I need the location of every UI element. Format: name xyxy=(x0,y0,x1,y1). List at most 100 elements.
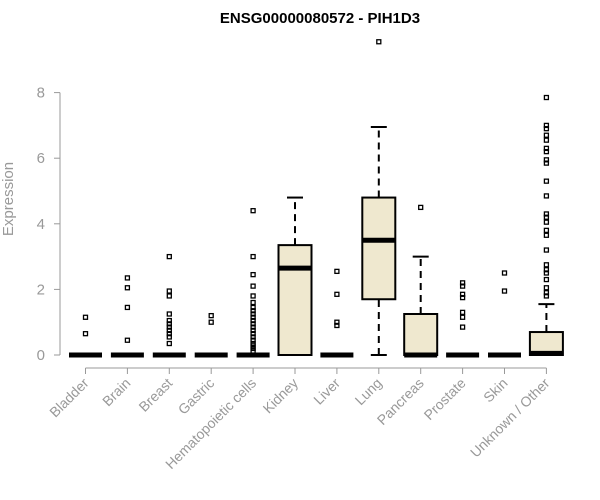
x-tick-label: Pancreas xyxy=(374,375,427,428)
iqr-box xyxy=(361,196,397,301)
outlier-point xyxy=(250,304,256,311)
outlier-point xyxy=(459,280,466,286)
outlier-point xyxy=(501,270,508,276)
chart-title: ENSG00000080572 - PIH1D3 xyxy=(220,10,420,27)
outlier-point xyxy=(543,262,550,268)
outlier-point xyxy=(166,253,172,260)
box-prostate xyxy=(446,280,480,358)
box-hematopoietic-cells xyxy=(236,208,270,358)
outlier-point xyxy=(459,324,466,330)
outlier-point xyxy=(166,324,172,330)
outlier-point xyxy=(459,283,466,289)
outlier-point xyxy=(543,178,550,184)
outlier-point xyxy=(543,276,550,283)
outlier-point xyxy=(543,290,550,296)
outlier-point xyxy=(166,331,172,337)
x-tick-label: Breast xyxy=(135,375,175,415)
outlier-point xyxy=(376,39,382,45)
outlier-point xyxy=(543,160,550,166)
outlier-point xyxy=(334,291,340,297)
outlier-point xyxy=(543,285,550,291)
box-kidney xyxy=(277,196,313,356)
outlier-point xyxy=(334,319,340,325)
outlier-point xyxy=(250,324,256,330)
outlier-point xyxy=(543,157,550,163)
x-tick-label: Prostate xyxy=(421,375,469,423)
outlier-point xyxy=(418,204,424,211)
outlier-point xyxy=(543,214,550,220)
y-axis-label: Expression xyxy=(0,162,17,236)
outlier-point xyxy=(543,122,550,129)
outlier-point xyxy=(250,327,256,334)
outlier-point xyxy=(543,267,550,273)
box-breast xyxy=(152,253,186,358)
y-tick-label: 4 xyxy=(37,216,45,233)
outlier-point xyxy=(543,293,550,299)
outlier-point xyxy=(250,311,256,317)
box-brain xyxy=(110,275,144,358)
outlier-point xyxy=(334,268,340,275)
box-lung xyxy=(361,39,397,356)
box-pancreas xyxy=(403,204,439,358)
x-tick-label: Unknown / Other xyxy=(467,375,553,461)
outlier-point xyxy=(543,94,550,101)
outlier-point xyxy=(124,304,131,311)
outlier-point xyxy=(250,253,256,260)
outlier-point xyxy=(250,321,256,327)
outlier-point xyxy=(208,312,214,319)
y-tick-label: 2 xyxy=(37,281,45,298)
outlier-point xyxy=(124,285,131,291)
outlier-point xyxy=(543,145,550,152)
outlier-point xyxy=(543,232,550,238)
x-tick-label: Brain xyxy=(99,375,133,409)
outlier-point xyxy=(459,291,466,297)
outlier-point xyxy=(82,331,89,337)
outlier-point xyxy=(250,334,256,340)
outlier-point xyxy=(166,288,172,294)
x-tick-label: Bladder xyxy=(46,375,92,421)
outlier-point xyxy=(250,283,256,289)
outlier-point xyxy=(543,247,550,253)
outlier-point xyxy=(166,311,172,317)
outlier-point xyxy=(82,314,89,320)
y-tick-label: 6 xyxy=(37,150,45,167)
outlier-point xyxy=(250,331,256,337)
outlier-point xyxy=(250,317,256,324)
x-tick-label: Liver xyxy=(310,375,343,408)
axes: 0 2 4 6 8 xyxy=(37,85,547,369)
outlier-point xyxy=(543,227,550,234)
outlier-point xyxy=(459,314,466,320)
outlier-point xyxy=(250,308,256,314)
outlier-point xyxy=(543,193,550,199)
outlier-point xyxy=(501,288,508,294)
outlier-point xyxy=(250,271,256,278)
outlier-point xyxy=(250,299,256,306)
boxes xyxy=(69,39,564,358)
outlier-point xyxy=(250,348,256,354)
box-liver xyxy=(320,268,354,358)
outlier-point xyxy=(166,340,172,347)
outlier-point xyxy=(543,211,550,217)
outlier-point xyxy=(166,327,172,334)
box-skin xyxy=(488,270,521,358)
outlier-point xyxy=(250,337,256,343)
outlier-point xyxy=(166,317,172,324)
iqr-box xyxy=(277,244,313,356)
outlier-point xyxy=(250,293,256,299)
outlier-point xyxy=(543,132,550,138)
outlier-point xyxy=(459,309,466,316)
x-tick-label: Lung xyxy=(352,375,385,408)
box-bladder xyxy=(69,314,102,358)
outlier-point xyxy=(543,148,550,155)
outlier-point xyxy=(334,322,340,329)
outlier-point xyxy=(543,270,550,276)
box-unknown-other xyxy=(528,94,564,357)
outlier-point xyxy=(250,208,256,214)
outlier-point xyxy=(166,334,172,340)
outlier-point xyxy=(124,337,131,343)
x-tick-label: Kidney xyxy=(260,375,302,417)
outlier-point xyxy=(166,293,172,299)
